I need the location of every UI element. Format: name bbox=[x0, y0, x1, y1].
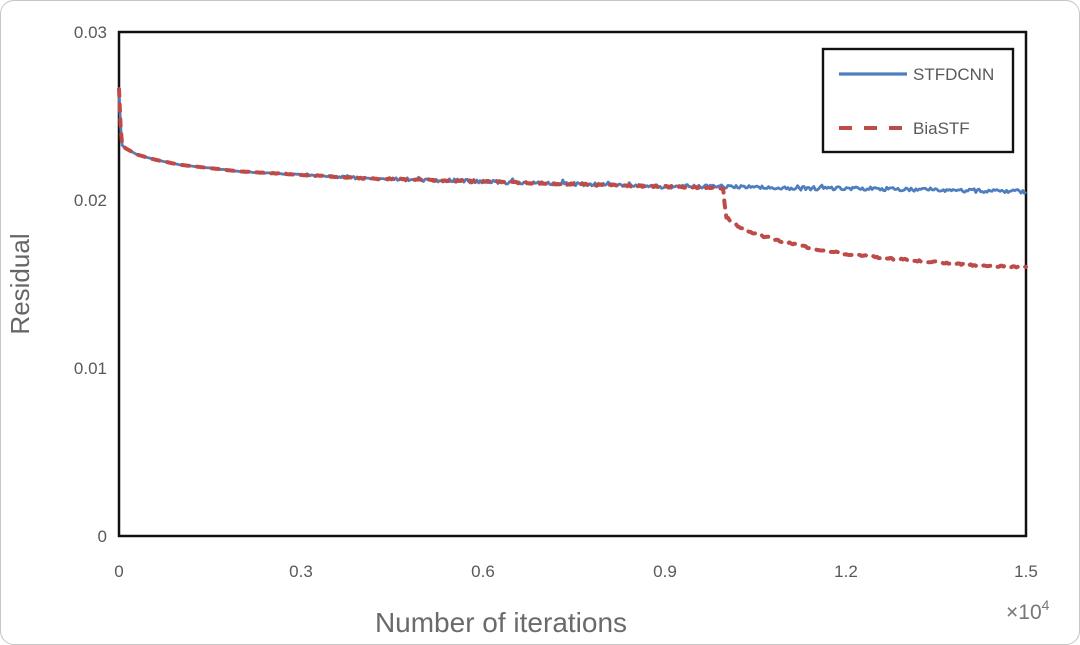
legend-box bbox=[821, 47, 1015, 154]
x-tick-0: 0 bbox=[114, 562, 123, 581]
x-tick-0.3: 0.3 bbox=[289, 562, 313, 581]
y-axis-title: Residual bbox=[5, 233, 35, 334]
y-tick-0.02: 0.02 bbox=[74, 191, 107, 210]
series-line-biastf bbox=[117, 87, 1028, 270]
legend-label-biastf: BiaSTF bbox=[913, 119, 970, 138]
multiplier-exponent: 4 bbox=[1042, 597, 1050, 613]
multiplier-base: ×10 bbox=[1006, 601, 1042, 624]
x-axis-multiplier: ×104 bbox=[1006, 597, 1050, 624]
x-axis-tick-labels: 0 0.3 0.6 0.9 1.2 1.5 bbox=[114, 562, 1038, 581]
y-tick-0.03: 0.03 bbox=[74, 23, 107, 42]
y-tick-0.01: 0.01 bbox=[74, 359, 107, 378]
y-tick-0: 0 bbox=[98, 527, 107, 546]
x-tick-0.6: 0.6 bbox=[471, 562, 495, 581]
plot-area-border bbox=[117, 30, 1028, 538]
legend: STFDCNN BiaSTF bbox=[821, 47, 1015, 154]
x-axis-title: Number of iterations bbox=[375, 607, 627, 638]
x-tick-1.2: 1.2 bbox=[834, 562, 858, 581]
y-axis-tick-labels: 0 0.01 0.02 0.03 bbox=[74, 23, 107, 546]
legend-label-stfdcnn: STFDCNN bbox=[913, 65, 994, 84]
x-tick-0.9: 0.9 bbox=[653, 562, 677, 581]
x-tick-1.5: 1.5 bbox=[1014, 562, 1038, 581]
